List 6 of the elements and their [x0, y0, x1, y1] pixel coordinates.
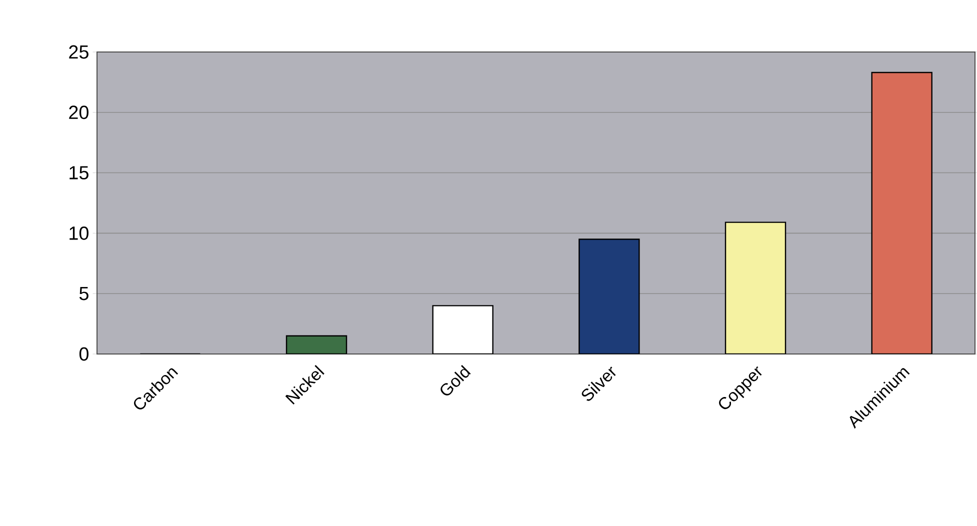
- y-tick-label: 20: [69, 106, 88, 120]
- y-tick-label: 5: [79, 286, 88, 300]
- y-tick-label: 0: [79, 347, 88, 361]
- y-tick-label: 25: [69, 45, 88, 59]
- y-tick-label: 10: [70, 226, 88, 240]
- y-tick-label: 15: [70, 166, 88, 180]
